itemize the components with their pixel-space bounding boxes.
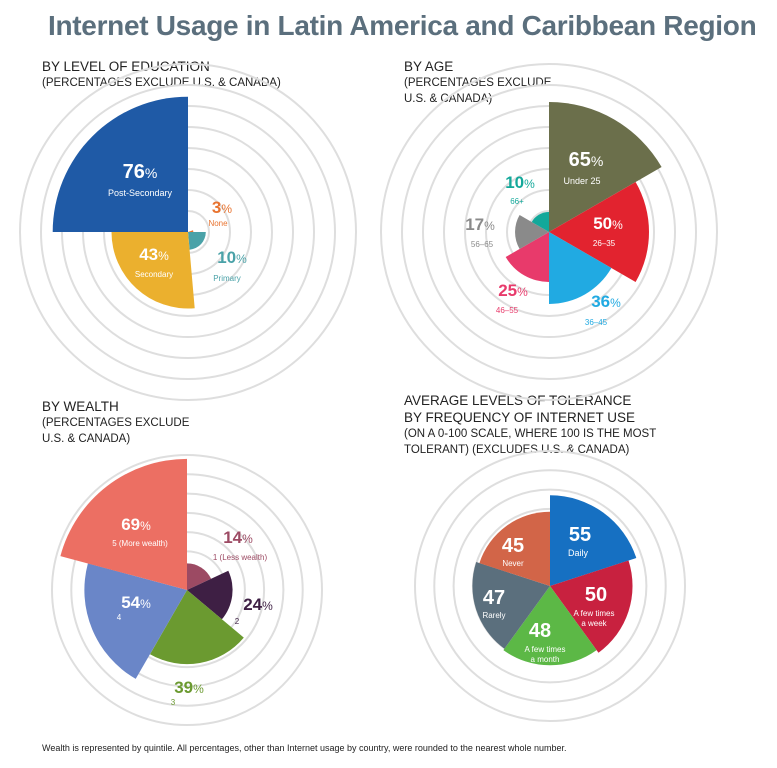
age-value-label: 25%: [498, 281, 528, 300]
tolerance-wedge: [472, 562, 550, 649]
age-wedge: [549, 232, 612, 304]
education-value-label: 43%: [139, 245, 169, 264]
wealth-value-label: 24%: [243, 595, 273, 614]
age-category-label: 56–65: [471, 240, 494, 249]
wealth-value-label: 14%: [223, 528, 253, 547]
tolerance-value-label: 48: [529, 620, 551, 642]
age-chart: 65% Under 25 50% 26–35 36% 36–45 25% 46–55 17% 56…: [380, 63, 718, 401]
education-value-label: 3%: [212, 198, 232, 217]
age-subtitle: (PERCENTAGES EXCLUDE U.S. & CANADA): [404, 77, 552, 105]
age-category-label: Under 25: [563, 176, 600, 186]
ring: [401, 84, 697, 380]
education-subtitle: (PERCENTAGES EXCLUDE U.S. & CANADA): [42, 77, 281, 89]
ring: [433, 469, 667, 703]
education-chart: 76% Post-Secondary 3% None 10% Primary 43% Seco…: [19, 63, 357, 401]
page-title: Internet Usage in Latin America and Cari…: [48, 10, 757, 41]
ring: [414, 450, 686, 722]
ring: [452, 488, 648, 684]
wealth-title: BY WEALTH: [42, 399, 119, 414]
age-wedge: [531, 212, 549, 232]
age-wedge: [505, 232, 549, 282]
tolerance-category-label: Daily: [568, 548, 589, 558]
tolerance-wedge: [550, 495, 637, 586]
tolerance-category-label: Never: [502, 559, 524, 568]
footnote: Wealth is represented by quintile. All p…: [42, 743, 567, 753]
age-value-label: 50%: [593, 214, 623, 233]
tolerance-value-label: 47: [483, 587, 505, 609]
tolerance-title: AVERAGE LEVELS OF TOLERANCE BY FREQUENCY…: [404, 393, 636, 425]
education-heading: BY LEVEL OF EDUCATION (PERCENTAGES EXCLU…: [42, 58, 302, 91]
tolerance-value-label: 55: [569, 524, 591, 546]
education-title: BY LEVEL OF EDUCATION: [42, 59, 210, 74]
tolerance-category-label: A few times: [525, 645, 566, 654]
tolerance-wedge: [503, 586, 597, 666]
tolerance-value-label: 50: [585, 584, 607, 606]
wealth-wedge: [60, 458, 187, 590]
tolerance-wedge: [479, 511, 550, 586]
wealth-category-label: 5 (More wealth): [112, 539, 168, 548]
education-wedge: [52, 96, 188, 232]
wealth-value-label: 39%: [174, 678, 204, 697]
age-value-label: 36%: [591, 292, 621, 311]
education-category-label: None: [208, 219, 228, 228]
wealth-value-label: 69%: [121, 515, 151, 534]
education-wedge: [111, 232, 195, 309]
age-heading: BY AGE (PERCENTAGES EXCLUDE U.S. & CANAD…: [404, 58, 564, 107]
tolerance-category-label: A few times: [574, 609, 615, 618]
education-category-label: Secondary: [135, 270, 173, 279]
wealth-wedge: [187, 570, 233, 620]
wealth-wedge: [150, 590, 244, 665]
tolerance-category-label: a week: [581, 619, 607, 628]
ring: [380, 63, 718, 401]
age-category-label: 66+: [510, 197, 524, 206]
tolerance-category-label: a month: [531, 655, 560, 664]
education-value-label: 76%: [123, 161, 158, 183]
age-value-label: 10%: [505, 173, 535, 192]
tolerance-wedge: [550, 560, 633, 653]
wealth-category-label: 4: [117, 613, 122, 622]
education-wedge: [188, 230, 194, 232]
wealth-heading: BY WEALTH (PERCENTAGES EXCLUDE U.S. & CA…: [42, 398, 202, 447]
wealth-category-label: 2: [235, 617, 240, 626]
wealth-wedge: [84, 563, 187, 679]
wealth-subtitle: (PERCENTAGES EXCLUDE U.S. & CANADA): [42, 417, 190, 445]
age-wedge: [549, 182, 649, 282]
education-category-label: Primary: [213, 274, 241, 283]
tolerance-category-label: Rarely: [482, 611, 505, 620]
wealth-category-label: 1 (Less wealth): [213, 553, 268, 562]
wealth-value-label: 54%: [121, 593, 151, 612]
wealth-wedge: [187, 563, 212, 590]
education-value-label: 10%: [217, 248, 247, 267]
wealth-chart: 14% 1 (Less wealth) 24%2 39%3 54%4 69% 5 (More…: [51, 454, 323, 726]
age-title: BY AGE: [404, 59, 454, 74]
age-category-label: 36–45: [585, 318, 608, 327]
age-value-label: 17%: [465, 215, 495, 234]
education-category-label: Post-Secondary: [108, 188, 173, 198]
age-value-label: 65%: [569, 149, 604, 171]
age-category-label: 46–55: [496, 306, 519, 315]
age-wedge: [515, 215, 549, 249]
age-category-label: 26–35: [593, 239, 616, 248]
wealth-category-label: 3: [171, 698, 176, 707]
ring: [40, 84, 336, 380]
ring: [19, 63, 357, 401]
tolerance-value-label: 45: [502, 535, 524, 557]
education-wedge: [188, 232, 206, 250]
ring: [51, 454, 323, 726]
age-wedge: [549, 102, 662, 232]
